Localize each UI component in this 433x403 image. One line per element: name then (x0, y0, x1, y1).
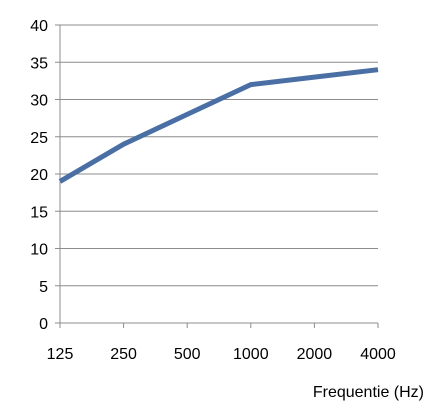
y-tick-label: 0 (39, 316, 48, 333)
y-tick-label: 15 (30, 204, 48, 221)
y-tick-label: 40 (30, 18, 48, 35)
series-group (58, 67, 379, 184)
series-line (58, 67, 379, 184)
y-tick-label: 5 (39, 279, 48, 296)
x-tick-label: 250 (110, 346, 137, 363)
y-tick-label: 35 (30, 55, 48, 72)
y-tick-label: 10 (30, 242, 48, 259)
x-tick-label: 1000 (233, 346, 269, 363)
x-tick-label: 4000 (360, 346, 396, 363)
y-tick-label: 30 (30, 93, 48, 110)
y-axis-ticks: 0 5 10 15 20 25 30 35 40 (30, 18, 60, 333)
x-axis-label: Frequentie (Hz) (313, 384, 424, 401)
x-tick-label: 2000 (297, 346, 333, 363)
x-tick-label: 125 (47, 346, 74, 363)
y-tick-label: 20 (30, 167, 48, 184)
x-axis-ticks: 125 250 500 1000 2000 4000 (47, 323, 396, 363)
y-tick-label: 25 (30, 130, 48, 147)
x-tick-label: 500 (174, 346, 201, 363)
